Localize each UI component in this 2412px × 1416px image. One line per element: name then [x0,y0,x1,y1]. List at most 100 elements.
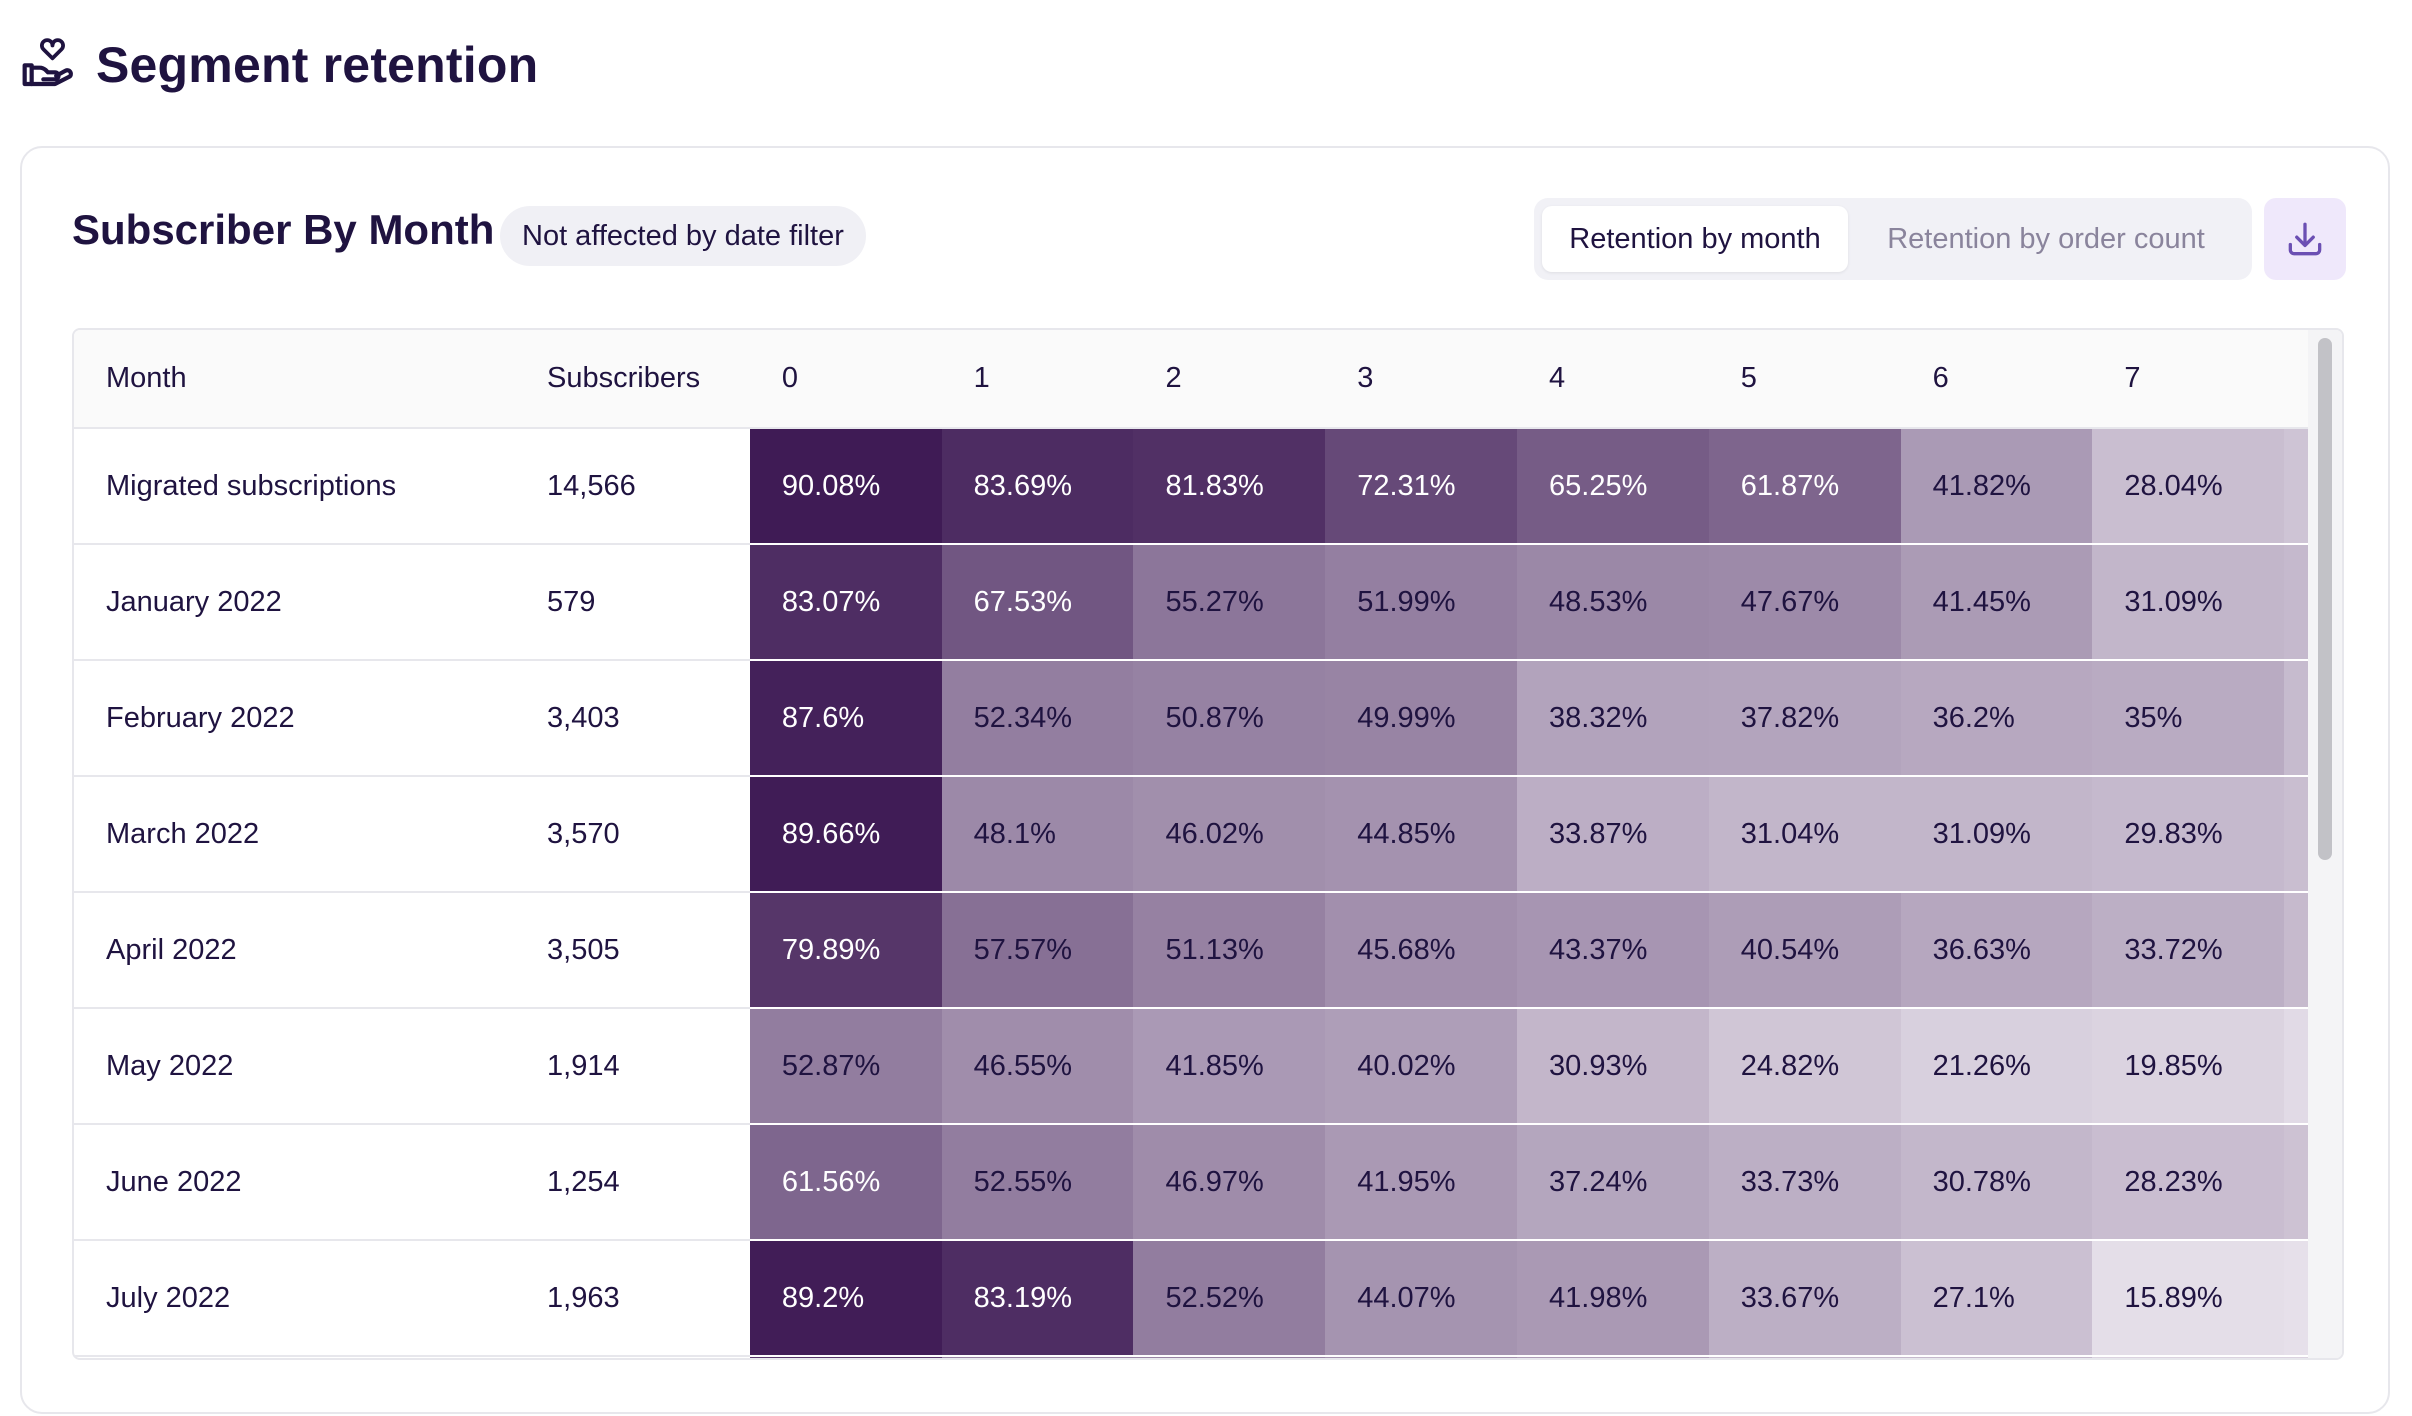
retention-cell-5: 40.54% [1708,892,1901,1009]
retention-cell-6 [1900,1356,2093,1358]
table-body: Migrated subscriptions 14,566 90.08% 83.69%… [74,428,2310,1358]
table-header-row: Month Subscribers 0 1 2 3 4 5 6 7 8 [74,330,2310,429]
retention-cell-0: 87.6% [749,660,942,777]
cell-month: July 2022 [74,1240,516,1357]
retention-cell-0: 89.2% [749,1240,942,1357]
retention-cell-3: 44.07% [1325,1240,1517,1357]
column-header-3: 3 [1325,330,1517,429]
retention-cell-7: 15.89% [2092,1240,2285,1357]
retention-cell-8: 29.5 [2284,892,2310,1009]
column-header-1: 1 [941,330,1134,429]
cell-empty [515,1356,750,1358]
retention-cell-4 [1517,1356,1709,1358]
retention-cell-2: 46.97% [1133,1124,1326,1241]
retention-cell-2: 46.02% [1133,776,1326,893]
vertical-scrollbar-thumb[interactable] [2318,338,2332,860]
column-header-2: 2 [1133,330,1326,429]
retention-cell-7: 28.04% [2092,428,2285,545]
retention-cell-3: 40.02% [1325,1008,1517,1125]
table-row: May 2022 1,914 52.87% 46.55% 41.85% 40.02% 30.… [74,1008,2310,1125]
retention-cell-4: 43.37% [1517,892,1709,1009]
retention-cell-8: 29.7 [2284,544,2310,661]
download-button[interactable] [2264,198,2346,280]
retention-cell-7: 33.72% [2092,892,2285,1009]
download-icon [2288,222,2322,256]
cell-subscribers: 1,963 [515,1240,750,1357]
table-row: Migrated subscriptions 14,566 90.08% 83.69%… [74,428,2310,545]
retention-table-container: Month Subscribers 0 1 2 3 4 5 6 7 8 Migr… [72,328,2344,1360]
retention-cell-3: 45.68% [1325,892,1517,1009]
column-header-5: 5 [1708,330,1901,429]
tab-retention-by-order-count[interactable]: Retention by order count [1887,222,2205,255]
retention-cell-8: 26.4 [2284,1124,2310,1241]
retention-cell-1: 48.1% [941,776,1134,893]
table-row: January 2022 579 83.07% 67.53% 55.27% 51.99% 4… [74,544,2310,661]
cell-month: February 2022 [74,660,516,777]
retention-cell-1: 46.55% [941,1008,1134,1125]
cell-subscribers: 3,403 [515,660,750,777]
retention-cell-8: 25.8 [2284,428,2310,545]
retention-cell-8: 29.2 [2284,660,2310,777]
retention-cell-6: 30.78% [1900,1124,2093,1241]
table-row: July 2022 1,963 89.2% 83.19% 52.52% 44.07% 41.… [74,1240,2310,1357]
cell-subscribers: 3,570 [515,776,750,893]
retention-cell-5: 47.67% [1708,544,1901,661]
column-header-0: 0 [749,330,942,429]
retention-cell-1: 83.69% [941,428,1134,545]
column-header-6: 6 [1900,330,2093,429]
retention-cell-5: 61.87% [1708,428,1901,545]
retention-cell-4: 33.87% [1517,776,1709,893]
column-header-7: 7 [2092,330,2285,429]
retention-cell-4: 65.25% [1517,428,1709,545]
retention-cell-7: 19.85% [2092,1008,2285,1125]
retention-cell-0: 83.07% [749,544,942,661]
date-filter-badge-label: Not affected by date filter [522,219,844,252]
cell-month: April 2022 [74,892,516,1009]
retention-cell-4: 38.32% [1517,660,1709,777]
retention-cell-5: 31.04% [1708,776,1901,893]
retention-cell-2: 41.85% [1133,1008,1326,1125]
retention-cell-4: 37.24% [1517,1124,1709,1241]
table-row: February 2022 3,403 87.6% 52.34% 50.87% 49.99… [74,660,2310,777]
retention-cell-0 [749,1356,942,1358]
table-row: June 2022 1,254 61.56% 52.55% 46.97% 41.95% 37… [74,1124,2310,1241]
retention-cell-5: 33.73% [1708,1124,1901,1241]
retention-cell-2: 52.52% [1133,1240,1326,1357]
retention-cell-2: 51.13% [1133,892,1326,1009]
table-row: March 2022 3,570 89.66% 48.1% 46.02% 44.85% 33… [74,776,2310,893]
retention-cell-7: 29.83% [2092,776,2285,893]
retention-cell-0: 89.66% [749,776,942,893]
retention-cell-3: 72.31% [1325,428,1517,545]
retention-cell-1: 83.19% [941,1240,1134,1357]
retention-cell-3 [1325,1356,1517,1358]
table-row: April 2022 3,505 79.89% 57.57% 51.13% 45.68% 4… [74,892,2310,1009]
tab-retention-by-month[interactable]: Retention by month [1542,206,1848,272]
retention-cell-5: 37.82% [1708,660,1901,777]
cell-month: June 2022 [74,1124,516,1241]
retention-cell-4: 48.53% [1517,544,1709,661]
cell-month: March 2022 [74,776,516,893]
subscriber-by-month-card: Subscriber By Month Not affected by date… [20,146,2390,1414]
page-header: Segment retention [20,28,538,102]
cell-subscribers: 3,505 [515,892,750,1009]
hand-heart-icon [20,35,76,96]
retention-cell-8: 17.1 [2284,1008,2310,1125]
retention-cell-2: 50.87% [1133,660,1326,777]
vertical-scrollbar[interactable] [2308,330,2342,1358]
retention-cell-6: 36.2% [1900,660,2093,777]
column-header-month: Month [74,330,516,429]
retention-cell-5: 24.82% [1708,1008,1901,1125]
date-filter-badge: Not affected by date filter [500,206,866,266]
retention-table-viewport[interactable]: Month Subscribers 0 1 2 3 4 5 6 7 8 Migr… [74,330,2310,1358]
retention-cell-6: 21.26% [1900,1008,2093,1125]
cell-empty [74,1356,516,1358]
retention-cell-6: 27.1% [1900,1240,2093,1357]
retention-cell-7: 31.09% [2092,544,2285,661]
retention-cell-1: 67.53% [941,544,1134,661]
cell-subscribers: 1,914 [515,1008,750,1125]
retention-cell-2 [1133,1356,1326,1358]
cell-subscribers: 579 [515,544,750,661]
retention-cell-4: 41.98% [1517,1240,1709,1357]
retention-cell-5 [1708,1356,1901,1358]
retention-table: Month Subscribers 0 1 2 3 4 5 6 7 8 Migr… [74,330,2310,1358]
